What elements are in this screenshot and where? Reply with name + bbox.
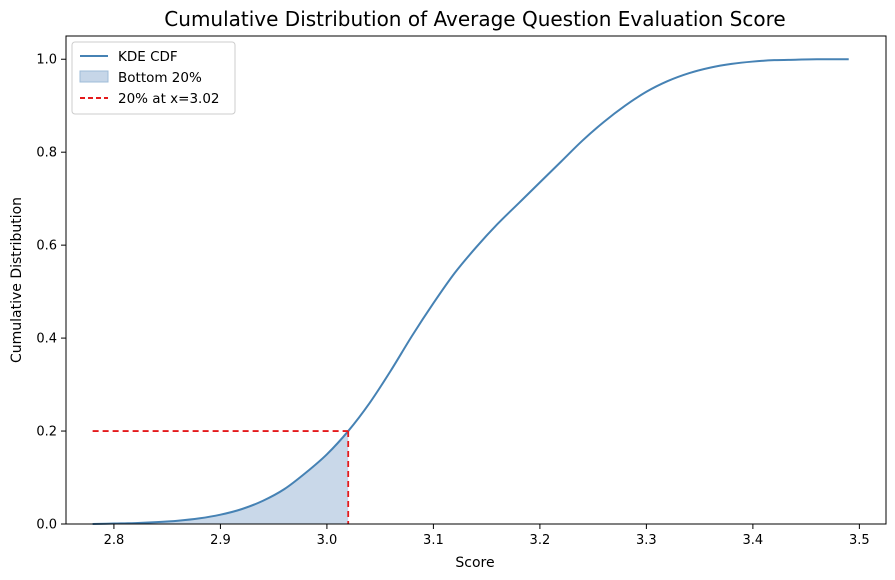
x-axis-title: Score <box>455 555 494 571</box>
x-tick-label: 3.1 <box>423 533 444 548</box>
bottom-20-area <box>92 431 349 524</box>
y-axis: 0.0 0.2 0.4 0.6 0.8 1.0 <box>36 53 66 533</box>
kde-cdf-line <box>92 58 849 525</box>
plot-area <box>92 58 849 525</box>
x-tick-label: 2.9 <box>210 533 231 548</box>
legend-bottom-label: Bottom 20% <box>118 70 202 86</box>
y-tick-label: 0.8 <box>36 146 57 161</box>
x-axis: 2.8 2.9 3.0 3.1 3.2 3.3 3.4 3.5 <box>104 524 870 548</box>
legend: KDE CDF Bottom 20% 20% at x=3.02 <box>71 41 236 115</box>
x-tick-label: 3.3 <box>636 533 657 548</box>
y-tick-label: 0.4 <box>36 332 57 347</box>
x-tick-label: 3.4 <box>743 533 764 548</box>
y-axis-title: Cumulative Distribution <box>9 197 25 363</box>
x-tick-label: 3.5 <box>849 533 870 548</box>
chart-title: Cumulative Distribution of Average Quest… <box>164 7 785 31</box>
y-tick-label: 0.6 <box>36 239 57 254</box>
plot-frame <box>65 35 887 525</box>
x-tick-label: 3.0 <box>317 533 338 548</box>
x-tick-label: 2.8 <box>104 533 125 548</box>
legend-kde-label: KDE CDF <box>118 49 178 65</box>
x-tick-label: 3.2 <box>530 533 551 548</box>
legend-box <box>71 41 236 115</box>
y-tick-label: 0.2 <box>36 425 57 440</box>
legend-threshold-label: 20% at x=3.02 <box>118 91 220 107</box>
y-tick-label: 0.0 <box>36 518 57 533</box>
y-tick-label: 1.0 <box>36 53 57 68</box>
legend-bottom-swatch <box>79 70 109 83</box>
